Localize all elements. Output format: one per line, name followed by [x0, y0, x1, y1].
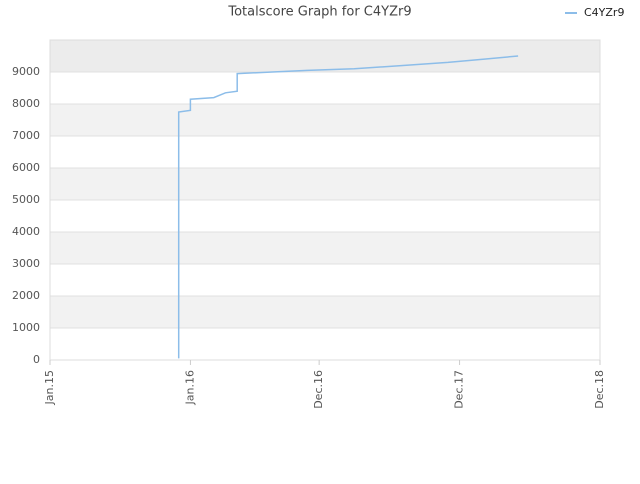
x-tick-label: Jan.15: [43, 370, 56, 405]
y-tick-label: 8000: [12, 97, 40, 110]
data-line: [177, 55, 519, 359]
y-tick-label: 9000: [12, 65, 40, 78]
grid-band: [50, 40, 600, 72]
plot-border: [49, 39, 601, 361]
x-tick-label: Jan.16: [183, 370, 196, 405]
y-tick-label: 4000: [12, 225, 40, 238]
legend-label: C4YZr9: [584, 6, 624, 19]
y-tick-label: 1000: [12, 321, 40, 334]
grid-band: [50, 232, 600, 264]
grid-band: [50, 104, 600, 136]
grid-band: [50, 168, 600, 200]
y-tick-label: 2000: [12, 289, 40, 302]
y-tick-label: 3000: [12, 257, 40, 270]
x-tick-label: Dec.16: [312, 370, 325, 409]
y-tick-label: 6000: [12, 161, 40, 174]
grid-band: [50, 296, 600, 328]
chart-title: Totalscore Graph for C4YZr9: [227, 5, 411, 20]
y-tick-label: 7000: [12, 129, 40, 142]
y-tick-label: 5000: [12, 193, 40, 206]
y-tick-label: 0: [33, 353, 40, 366]
x-tick-label: Dec.18: [593, 370, 606, 409]
x-tick-label: Dec.17: [453, 370, 466, 409]
